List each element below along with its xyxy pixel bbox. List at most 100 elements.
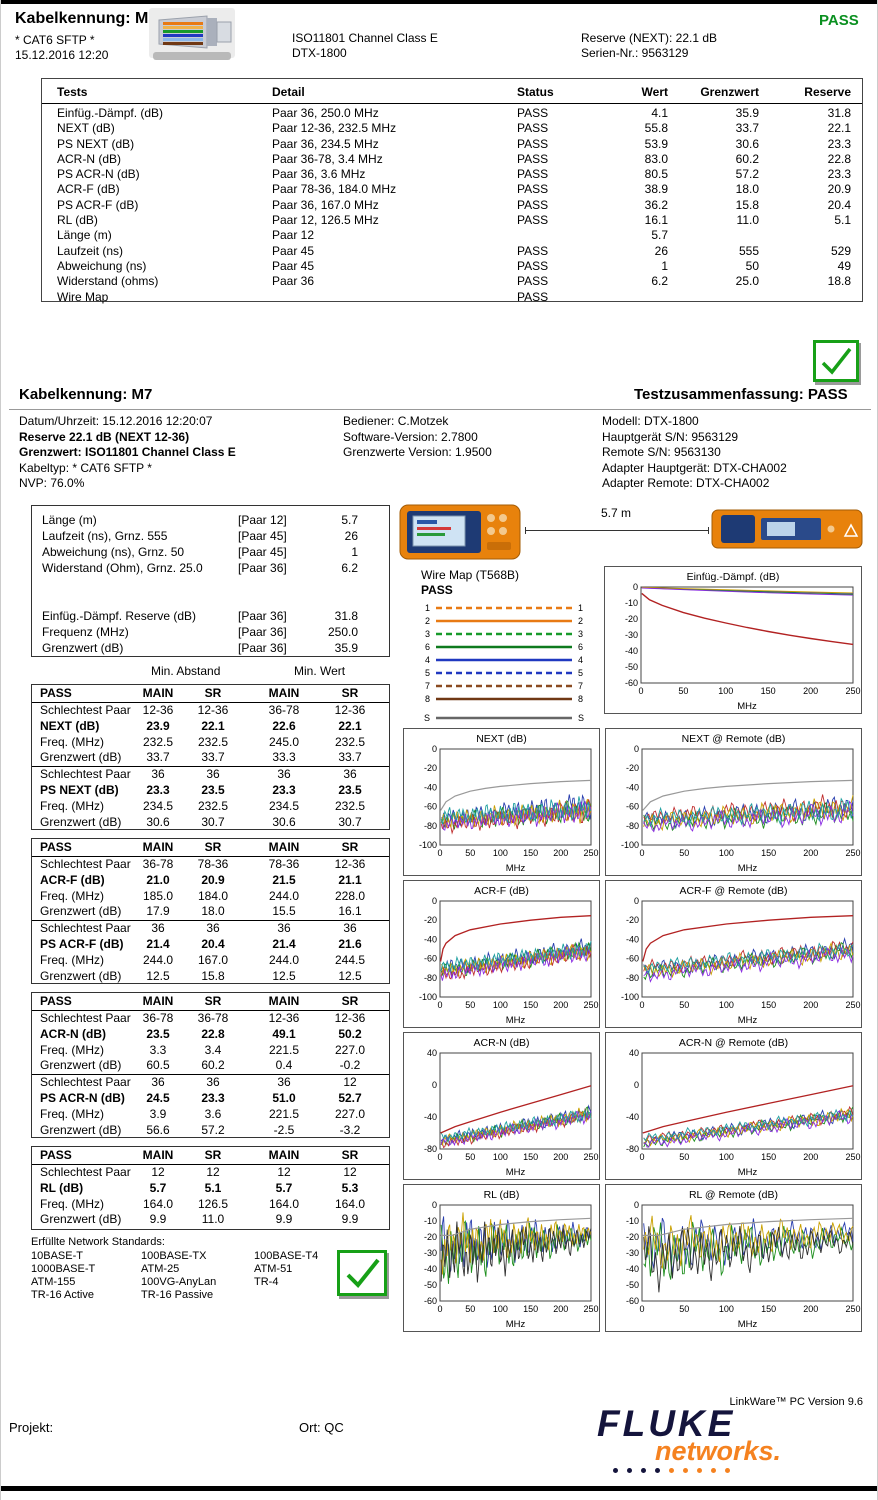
- tests-table-row: PS ACR-N (dB) Paar 36, 3.6 MHz PASS 80.5 57.…: [42, 167, 862, 182]
- result-cell: 244.0: [142, 952, 174, 967]
- result-cell: 36-78: [197, 1011, 229, 1025]
- cell-test: RL (dB): [57, 213, 98, 228]
- result-group: Schlechtest Paar 36-78 36-78 12-36 12-36 ACR-…: [32, 1011, 389, 1074]
- result-header-cell: SR: [341, 840, 359, 854]
- standard-item: ATM-155: [31, 1276, 76, 1288]
- info-line: Remote S/N: 9563130: [602, 445, 721, 459]
- result-block-header: PASS MAIN SR MAIN SR: [32, 685, 389, 703]
- result-cell: PS NEXT (dB): [40, 782, 119, 797]
- cell-status: PASS: [517, 182, 549, 197]
- result-cell: 52.7: [338, 1090, 362, 1105]
- svg-text:4: 4: [425, 655, 430, 665]
- tests-table-row: Wire Map PASS: [42, 290, 862, 305]
- svg-text:0: 0: [432, 1200, 437, 1210]
- result-cell: 50.2: [338, 1026, 362, 1041]
- svg-text:250: 250: [845, 1152, 860, 1162]
- svg-text:1: 1: [425, 603, 430, 613]
- fluke-networks-logo: FLUKE networks.: [597, 1405, 781, 1473]
- result-cell: Freq. (MHz): [40, 1196, 104, 1211]
- cell-wert: 1: [661, 258, 668, 273]
- svg-text:-60: -60: [626, 954, 639, 964]
- result-cell: 234.5: [268, 798, 300, 813]
- tests-table-row: Laufzeit (ns) Paar 45 PASS 26 555 529: [42, 244, 862, 259]
- result-cell: 36: [206, 767, 220, 782]
- result-cell: 78-36: [197, 857, 229, 871]
- cell-test: PS ACR-N (dB): [57, 167, 140, 182]
- result-header-cell: MAIN: [142, 994, 174, 1008]
- result-cell: Freq. (MHz): [40, 952, 104, 967]
- cell-grenzwert: 15.8: [735, 197, 759, 212]
- datetime-label: 15.12.2016 12:20: [15, 48, 109, 62]
- standard-item: 1000BASE-T: [31, 1263, 96, 1275]
- cell-reserve: 31.8: [827, 106, 851, 120]
- svg-text:S: S: [578, 713, 584, 723]
- summary-value: [308, 576, 358, 592]
- length-line-tick-left: [525, 527, 526, 534]
- cell-test: NEXT (dB): [57, 121, 115, 136]
- svg-text:-40: -40: [626, 1264, 639, 1274]
- result-cell: 23.5: [146, 1026, 170, 1041]
- svg-text:50: 50: [465, 1152, 475, 1162]
- result-cell: 36-78: [142, 857, 174, 871]
- result-header-cell: PASS: [40, 686, 72, 700]
- svg-text:7: 7: [578, 681, 583, 691]
- result-cell: 3.6: [204, 1106, 222, 1121]
- cell-test: Laufzeit (ns): [57, 243, 124, 258]
- min-wert-label: Min. Wert: [294, 664, 346, 678]
- result-cell: 33.7: [146, 750, 170, 765]
- result-cell: 36: [151, 767, 165, 782]
- result-cell: 60.5: [146, 1058, 170, 1073]
- svg-text:100: 100: [493, 848, 508, 858]
- cell-wert: 83.0: [644, 151, 668, 166]
- length-measure-label: 5.7 m: [600, 506, 631, 520]
- pass-status-top: PASS: [819, 12, 859, 29]
- result-header-cell: MAIN: [268, 840, 300, 854]
- cell-status: PASS: [517, 197, 549, 212]
- svg-text:MHz: MHz: [738, 1015, 758, 1026]
- result-cell: 36: [206, 921, 220, 936]
- svg-text:MHz: MHz: [738, 1319, 758, 1330]
- result-block-next: PASS MAIN SR MAIN SR Schlechtest Paar 12-36 12-…: [31, 684, 390, 830]
- result-cell: 15.8: [201, 968, 225, 983]
- result-cell: 164.0: [334, 1196, 366, 1211]
- svg-text:0: 0: [432, 1080, 437, 1090]
- svg-text:150: 150: [523, 848, 538, 858]
- result-cell: ACR-F (dB): [40, 872, 105, 887]
- result-row: Freq. (MHz) 3.3 3.4 221.5 227.0: [32, 1043, 389, 1059]
- svg-text:8: 8: [578, 694, 583, 704]
- info-line: Reserve 22.1 dB (NEXT 12-36): [19, 429, 190, 444]
- result-cell: 12-36: [197, 703, 229, 717]
- result-header-cell: SR: [204, 840, 222, 854]
- result-header-cell: MAIN: [268, 686, 300, 700]
- result-cell: 56.6: [146, 1122, 170, 1137]
- svg-text:250: 250: [845, 686, 860, 696]
- top-border-bar: [1, 0, 877, 4]
- result-cell: Schlechtest Paar: [40, 857, 131, 871]
- result-cell: 23.9: [146, 718, 170, 733]
- cell-detail: Paar 36, 250.0 MHz: [272, 106, 379, 120]
- svg-text:ACR-N (dB): ACR-N (dB): [473, 1037, 529, 1049]
- summary-row: Einfüg.-Dämpf. Reserve (dB) [Paar 36] 31.8: [32, 608, 389, 624]
- result-header-cell: SR: [204, 686, 222, 700]
- svg-text:0: 0: [432, 896, 437, 906]
- summary-label: Laufzeit (ns), Grnz. 555: [42, 529, 168, 543]
- result-cell: 9.9: [275, 1212, 293, 1227]
- result-cell: PS ACR-F (dB): [40, 936, 124, 951]
- svg-text:-100: -100: [621, 840, 639, 850]
- cell-reserve: 23.3: [827, 167, 851, 182]
- tests-table-header: Tests Detail Status Wert Grenzwert Reserve: [42, 79, 862, 104]
- chart-acrn: ACR-N (dB) 40 0 -40 -80 0 50 100 150 200 250 MHz: [403, 1032, 600, 1180]
- summary-row: Laufzeit (ns), Grnz. 555 [Paar 45] 26: [32, 528, 389, 544]
- svg-text:6: 6: [578, 642, 583, 652]
- projekt-label: Projekt:: [9, 1420, 54, 1435]
- svg-text:-20: -20: [424, 763, 437, 773]
- result-cell: 36: [343, 767, 357, 782]
- cell-test: ACR-F (dB): [57, 182, 120, 197]
- summary-value: 1: [351, 545, 358, 559]
- result-cell: 12: [343, 1075, 357, 1090]
- result-row: ACR-N (dB) 23.5 22.8 49.1 50.2: [32, 1027, 389, 1043]
- result-cell: 33.3: [272, 750, 296, 765]
- result-row: Grenzwert (dB) 30.6 30.7 30.6 30.7: [32, 815, 389, 831]
- result-header-cell: SR: [341, 994, 359, 1008]
- svg-text:5: 5: [425, 668, 430, 678]
